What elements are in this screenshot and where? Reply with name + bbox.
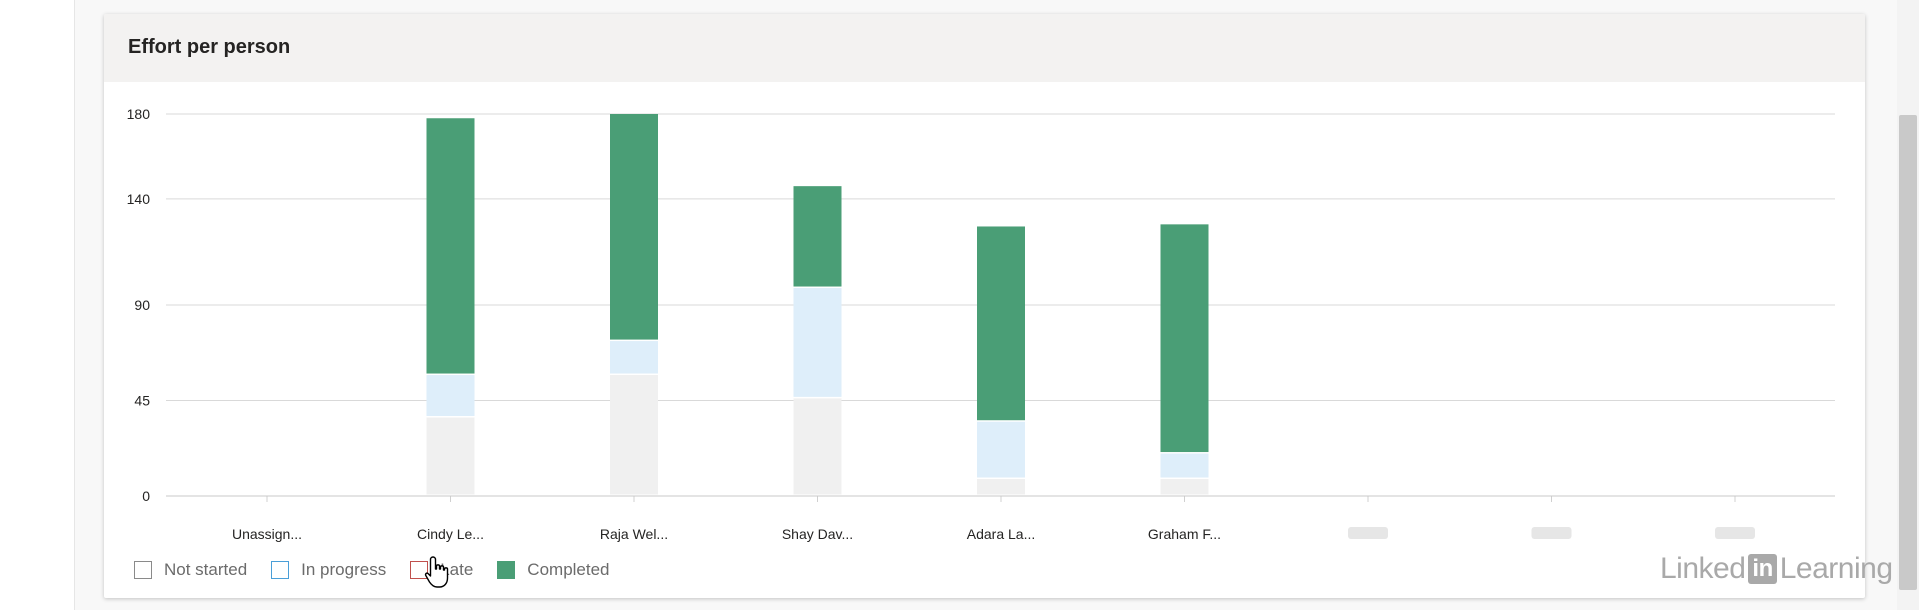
bar-completed-adara-la[interactable]	[977, 226, 1025, 421]
x-tick-label: Raja Wel...	[600, 526, 668, 542]
left-panel-edge	[0, 0, 75, 610]
legend-item-late[interactable]: Late	[410, 560, 473, 580]
x-tick-label-placeholder	[1715, 527, 1755, 539]
x-tick-label: Shay Dav...	[782, 526, 853, 542]
y-tick-label: 90	[134, 297, 150, 313]
x-tick-label: Graham F...	[1148, 526, 1221, 542]
bar-in-progress-raja-wel[interactable]	[610, 341, 658, 374]
watermark-text-linked: Linked	[1660, 552, 1746, 585]
bar-completed-shay-dav[interactable]	[793, 186, 842, 287]
legend-label-in-progress: In progress	[301, 560, 387, 579]
hand-pointer-icon	[424, 556, 449, 588]
y-tick-label: 45	[134, 393, 150, 409]
bar-completed-cindy-le[interactable]	[426, 118, 475, 374]
legend-swatch-late	[410, 561, 429, 579]
bar-completed-raja-wel[interactable]	[610, 114, 658, 340]
scrollbar-thumb[interactable]	[1899, 115, 1917, 590]
bar-in-progress-shay-dav[interactable]	[793, 288, 842, 397]
watermark-in-badge: in	[1748, 554, 1777, 584]
bar-not-started-adara-la[interactable]	[977, 479, 1025, 495]
bar-in-progress-adara-la[interactable]	[977, 421, 1025, 478]
vertical-scrollbar[interactable]	[1897, 0, 1919, 610]
card-title: Effort per person	[128, 36, 291, 58]
bar-not-started-cindy-le[interactable]	[426, 417, 475, 495]
bar-not-started-raja-wel[interactable]	[610, 375, 658, 495]
bar-in-progress-graham-f[interactable]	[1160, 453, 1209, 478]
y-tick-label: 0	[142, 488, 150, 504]
y-tick-label: 180	[127, 106, 151, 122]
bar-not-started-shay-dav[interactable]	[793, 398, 842, 495]
legend-item-not-started[interactable]: Not started	[134, 560, 247, 580]
card-header: Effort per person	[104, 14, 1865, 82]
x-tick-label: Unassign...	[232, 526, 302, 542]
bar-not-started-graham-f[interactable]	[1160, 479, 1209, 495]
bar-completed-graham-f[interactable]	[1160, 224, 1209, 453]
effort-chart: 0 45 90 140 180 Unassign... Cindy Le... Raja We…	[127, 106, 1835, 542]
bar-in-progress-cindy-le[interactable]	[426, 375, 475, 416]
watermark-text-learning: Learning	[1779, 552, 1893, 585]
legend-swatch-in-progress	[271, 561, 290, 579]
x-tick-label: Cindy Le...	[417, 526, 484, 542]
legend-swatch-completed	[497, 561, 516, 579]
legend-label-late: Late	[440, 560, 474, 579]
legend-label-completed: Completed	[527, 560, 610, 579]
legend-item-in-progress[interactable]: In progress	[271, 560, 386, 580]
effort-per-person-card: Effort per person 0 45 90 140 180 Unassign...…	[104, 14, 1865, 598]
x-tick-label: Adara La...	[967, 526, 1036, 542]
legend-item-completed[interactable]: Completed	[497, 560, 610, 580]
legend-swatch-not-started	[134, 561, 152, 579]
legend-label-not-started: Not started	[164, 560, 248, 579]
chart-legend: Not started In progress Late Completed	[134, 560, 634, 580]
linkedin-learning-watermark: Linked in Learning	[1660, 552, 1893, 586]
x-tick-label-placeholder	[1531, 527, 1572, 539]
x-tick-label-placeholder	[1348, 527, 1388, 539]
y-tick-label: 140	[127, 191, 151, 207]
